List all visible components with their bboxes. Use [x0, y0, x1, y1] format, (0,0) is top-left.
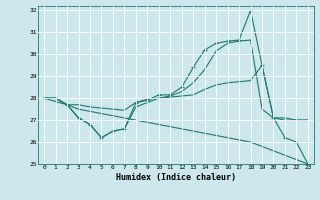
X-axis label: Humidex (Indice chaleur): Humidex (Indice chaleur): [116, 173, 236, 182]
